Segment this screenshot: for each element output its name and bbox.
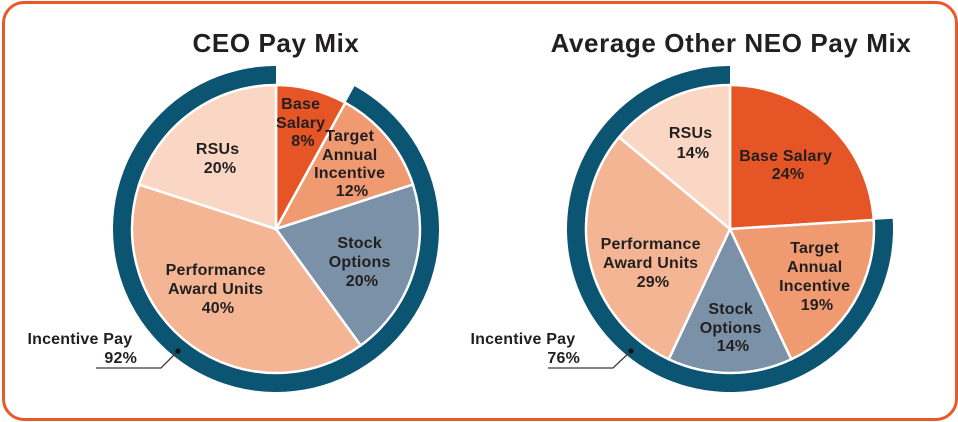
- neo-slice-stock-options: [667, 227, 793, 375]
- ceo-leader-line: [96, 350, 179, 369]
- neo-label-rsus: RSUs 14%: [669, 125, 717, 162]
- ceo-label-target-annual-incentive: Target Annual Incentive 12%: [314, 128, 390, 200]
- ceo-incentive-pay-callout: Incentive Pay 92%: [27, 331, 181, 369]
- ceo-label-performance-award-units: Performance Award Units 40%: [166, 262, 271, 317]
- neo-slice-target-annual-incentive: [728, 218, 876, 361]
- neo-pie-slices: [584, 83, 876, 375]
- neo-incentive-pay-label: Incentive Pay 76%: [470, 331, 580, 367]
- neo-label-stock-options: Stock Options 14%: [700, 301, 767, 355]
- neo-label-target-annual-incentive: Target Annual Incentive 19%: [779, 240, 855, 314]
- ceo-slice-rsus: [137, 83, 278, 231]
- neo-chart-title: Average Other NEO Pay Mix: [551, 28, 912, 58]
- neo-slice-base-salary: [728, 83, 875, 231]
- ceo-slice-performance-award-units: [130, 183, 362, 375]
- neo-incentive-pay-callout: Incentive Pay 76%: [470, 331, 634, 369]
- neo-slice-performance-award-units: [584, 135, 732, 361]
- ceo-slice-stock-options: [274, 183, 422, 347]
- neo-pay-mix-chart: Average Other NEO Pay Mix Base Salary 24…: [470, 28, 911, 392]
- ceo-chart-title: CEO Pay Mix: [193, 28, 360, 58]
- ceo-label-base-salary: Base Salary 8%: [276, 96, 330, 150]
- neo-label-performance-award-units: Performance Award Units 29%: [601, 236, 706, 291]
- neo-label-base-salary: Base Salary 24%: [739, 148, 837, 183]
- neo-leader-line: [548, 350, 632, 369]
- ceo-leader-dot: [175, 348, 181, 354]
- ceo-label-stock-options: Stock Options 20%: [329, 235, 396, 290]
- neo-pie: [566, 66, 893, 392]
- ceo-pay-mix-chart: CEO Pay Mix Base Salary 8% Target Annual…: [27, 28, 440, 392]
- ceo-incentive-pay-label: Incentive Pay 92%: [27, 331, 137, 367]
- ceo-pie-slices: [130, 83, 422, 375]
- neo-slice-rsus: [617, 83, 732, 231]
- ceo-pie: [113, 66, 440, 392]
- ceo-label-rsus: RSUs 20%: [196, 141, 244, 177]
- ceo-slice-target-annual-incentive: [274, 101, 415, 231]
- neo-leader-dot: [628, 348, 634, 354]
